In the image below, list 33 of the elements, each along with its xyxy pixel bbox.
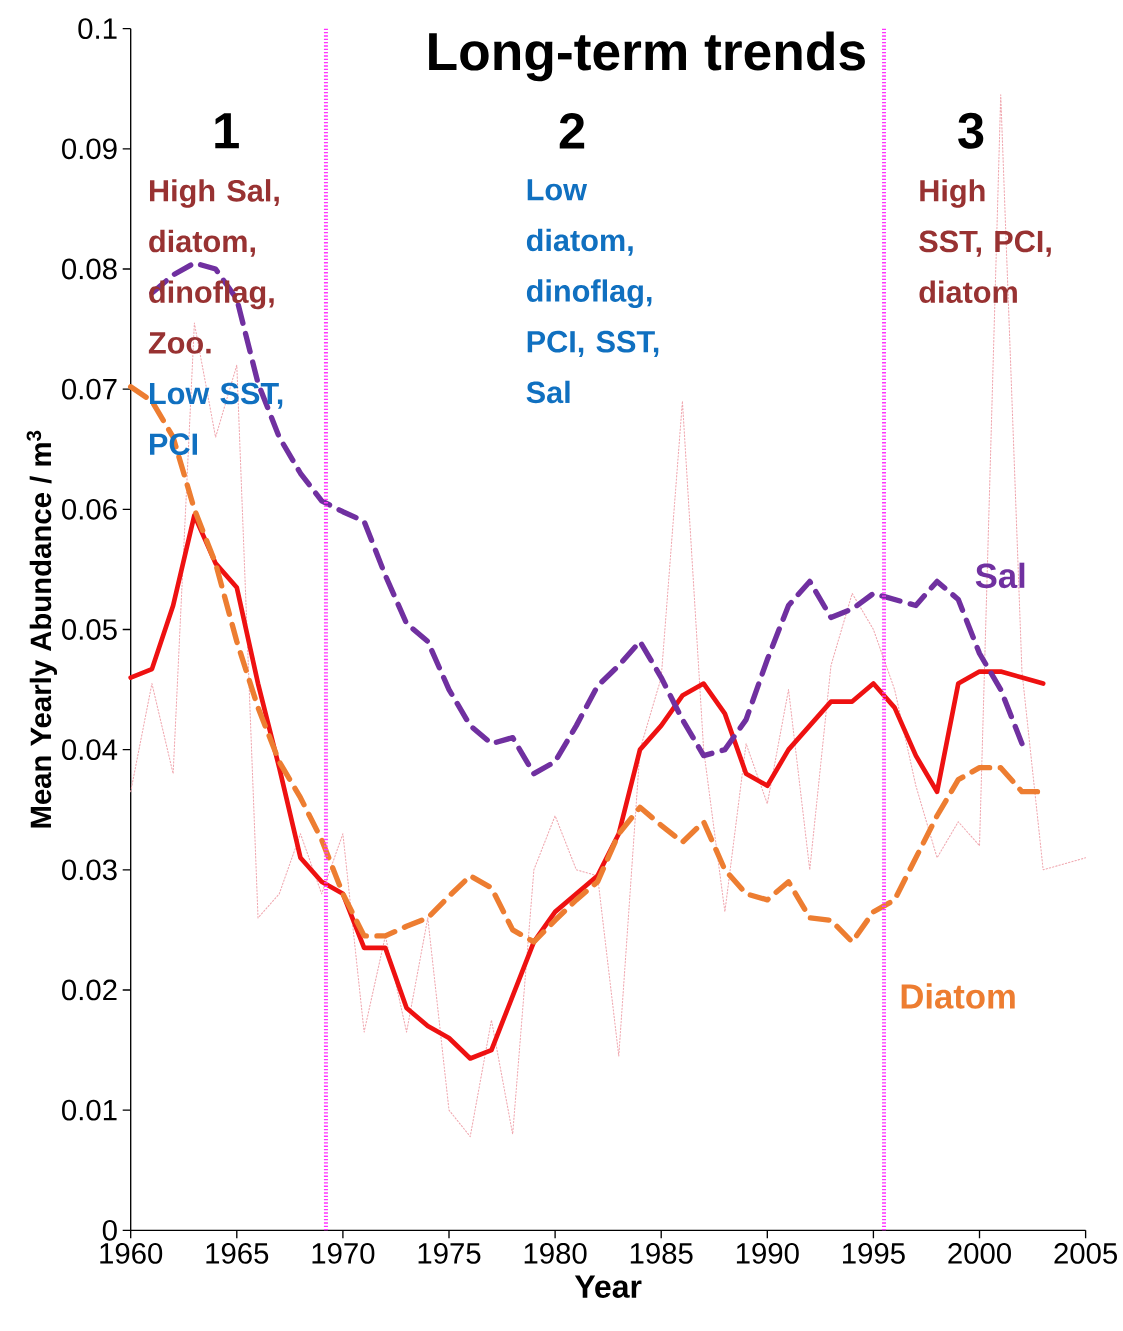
annotation: Low diatom, dinoflag, PCI, SST, Sal <box>526 179 659 404</box>
y-axis-title: Mean Yearly Abundance / m$^{3}$ <box>26 430 58 828</box>
x-tick-label: 2000 <box>948 1243 1012 1264</box>
x-tick-label: 1985 <box>630 1243 693 1264</box>
x-tick-label: 1970 <box>312 1243 375 1264</box>
x-tick-label: 2005 <box>1054 1243 1118 1264</box>
y-tick-label: 0 <box>102 1219 117 1241</box>
x-tick-label: 1990 <box>736 1243 799 1264</box>
y-tick-label: 0.01 <box>62 1099 117 1121</box>
annotation: 3 <box>958 112 984 149</box>
x-tick-label: 1960 <box>100 1243 163 1264</box>
x-tick-label: 1980 <box>524 1243 587 1264</box>
annotation: 2 <box>559 113 585 149</box>
x-tick-label: 1965 <box>206 1243 269 1264</box>
series-label: Sal <box>975 562 1025 589</box>
y-tick-label: 0.03 <box>62 859 117 881</box>
y-tick-label: 0.04 <box>62 739 118 761</box>
x-tick-label: 1975 <box>418 1243 481 1264</box>
series-label: Diatom <box>901 983 1015 1009</box>
y-tick-label: 0.07 <box>62 378 117 400</box>
annotation: 1 <box>215 113 239 149</box>
x-tick-label: 1995 <box>843 1243 905 1264</box>
annotation: High SST, PCI, diatom <box>919 179 1051 304</box>
y-tick-label: 0.08 <box>62 258 117 280</box>
y-tick-label: 0.1 <box>78 18 117 40</box>
x-axis-title: Year <box>574 1275 642 1298</box>
line-series <box>130 94 1087 1138</box>
y-tick-label: 0.06 <box>62 498 117 520</box>
chart-title: Long-term trends <box>429 31 865 82</box>
y-tick-label: 0.05 <box>62 619 117 640</box>
y-tick-label: 0.09 <box>62 138 117 160</box>
y-tick-label: 0.02 <box>62 979 117 1001</box>
annotation: High Sal, diatom, dinoflag, Zoo. <box>148 179 279 354</box>
